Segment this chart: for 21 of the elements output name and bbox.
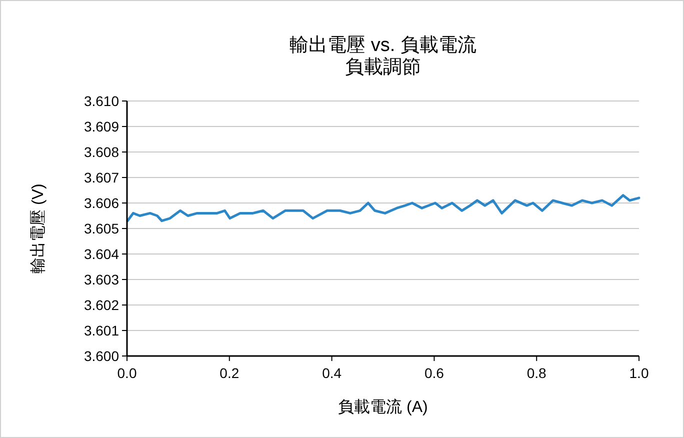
x-tick-label: 0.6	[424, 365, 444, 381]
y-tick-label: 3.600	[84, 348, 120, 364]
y-tick-label: 3.609	[84, 118, 120, 134]
x-tick-label: 1.0	[629, 365, 649, 381]
x-tick-label: 0.8	[526, 365, 547, 381]
x-tick-label: 0.0	[117, 365, 137, 381]
y-tick-label: 3.607	[84, 170, 120, 186]
y-tick-label: 3.608	[84, 144, 120, 160]
x-tick-label: 0.2	[220, 365, 240, 381]
chart-title: 輸出電壓 vs. 負載電流	[290, 34, 476, 56]
x-axis-title: 負載電流 (A)	[338, 398, 428, 416]
y-tick-label: 3.602	[84, 297, 120, 313]
y-tick-label: 3.606	[84, 195, 120, 211]
y-axis-title: 輸出電壓 (V)	[29, 184, 47, 274]
y-tick-label: 3.603	[84, 272, 120, 288]
x-tick-label: 0.4	[322, 365, 342, 381]
y-tick-label: 3.601	[84, 322, 120, 338]
chart-subtitle: 負載調節	[345, 57, 421, 78]
y-tick-label: 3.604	[84, 246, 120, 262]
y-tick-label: 3.610	[84, 93, 120, 109]
y-tick-label: 3.605	[84, 220, 120, 236]
